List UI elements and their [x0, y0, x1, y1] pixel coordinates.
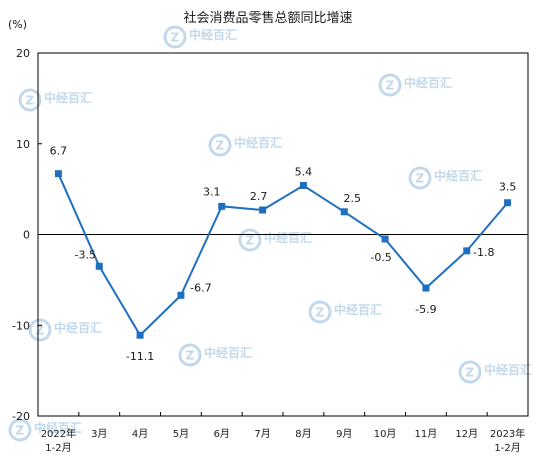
watermark-z-icon: Z — [466, 366, 475, 380]
x-tick-label: 5月 — [173, 428, 189, 440]
y-tick-label: -20 — [12, 410, 30, 423]
x-tick-label: 3月 — [91, 428, 107, 440]
x-tick-label: 11月 — [415, 428, 438, 440]
x-tick-label: 7月 — [254, 428, 270, 440]
data-label: -6.7 — [190, 281, 211, 294]
data-point — [177, 291, 185, 299]
data-label: 6.7 — [50, 145, 68, 158]
x-tick-label: 12月 — [455, 428, 478, 440]
watermark-z-icon: Z — [246, 234, 255, 248]
watermark-circle-icon — [28, 318, 52, 342]
data-point — [463, 247, 471, 255]
watermark-z-icon: Z — [36, 324, 45, 338]
data-point — [504, 199, 512, 207]
watermark-z-icon: Z — [186, 349, 195, 363]
y-tick-label: 0 — [23, 229, 30, 242]
data-label: -5.9 — [415, 303, 436, 316]
x-tick-label: 10月 — [374, 428, 397, 440]
watermark-text: 中经百汇 — [189, 27, 237, 42]
watermark-circle-icon — [238, 228, 262, 252]
x-tick-label: 8月 — [295, 428, 311, 440]
plot-area: 20 10 0 -10 -20 2022年 1-2月 3月 4月 5月 6月 7月 8月 9月 10月 11月… — [12, 47, 529, 454]
data-point — [422, 284, 430, 292]
data-point — [299, 181, 307, 189]
watermark-logo: Z 中经百汇 — [178, 343, 252, 367]
x-tick-label: 4月 — [132, 428, 148, 440]
data-label: -11.1 — [126, 350, 154, 363]
watermark-text: 中经百汇 — [434, 168, 482, 183]
watermark-text: 中经百汇 — [334, 302, 382, 317]
data-point — [218, 202, 226, 210]
watermark-circle-icon — [458, 360, 482, 384]
x-tick-label: 1-2月 — [45, 442, 71, 454]
watermark-z-icon: Z — [26, 94, 35, 108]
watermark-circle-icon — [163, 25, 187, 49]
x-tick-label: 2023年 — [490, 427, 525, 440]
watermark-logo: Z 中经百汇 — [163, 25, 237, 49]
watermark-text: 中经百汇 — [44, 90, 92, 105]
data-label: 2.7 — [250, 190, 268, 203]
series-line — [57, 173, 509, 337]
watermark-z-icon: Z — [316, 306, 325, 320]
watermark-logo: Z 中经百汇 — [308, 300, 382, 324]
watermark-circle-icon — [208, 133, 232, 157]
watermark-text: 中经百汇 — [404, 75, 452, 90]
data-point — [54, 170, 62, 178]
watermark-circle-icon — [18, 88, 42, 112]
watermark-text: 中经百汇 — [204, 345, 252, 360]
data-label: 3.5 — [499, 181, 517, 194]
watermark-layer: Z 中经百汇 Z 中经百汇 Z 中经百汇 Z 中经百汇 Z 中经百汇 Z 中经百汇 Z 中经百汇 Z 中经百汇… — [8, 25, 532, 442]
data-point — [381, 235, 389, 243]
x-tick-label: 9月 — [336, 428, 352, 440]
watermark-circle-icon — [408, 166, 432, 190]
watermark-circle-icon — [8, 418, 32, 442]
data-label: -0.5 — [370, 251, 391, 264]
watermark-logo: Z 中经百汇 — [208, 133, 282, 157]
y-tick-label: 20 — [16, 47, 30, 60]
watermark-logo: Z 中经百汇 — [408, 166, 482, 190]
x-tick-label: 1-2月 — [494, 442, 520, 454]
watermark-circle-icon — [378, 73, 402, 97]
watermark-logo: Z 中经百汇 — [18, 88, 92, 112]
data-label: 3.1 — [203, 185, 221, 198]
watermark-logo: Z 中经百汇 — [458, 360, 532, 384]
watermark-z-icon: Z — [16, 424, 25, 438]
x-tick-label: 2022年 — [41, 427, 76, 440]
watermark-logo: Z 中经百汇 — [28, 318, 102, 342]
data-point — [136, 331, 144, 339]
watermark-text: 中经百汇 — [34, 420, 82, 435]
watermark-text: 中经百汇 — [234, 135, 282, 150]
watermark-z-icon: Z — [386, 79, 395, 93]
data-point — [95, 262, 103, 270]
watermark-logo: Z 中经百汇 — [8, 418, 82, 442]
data-label: 5.4 — [295, 165, 313, 178]
y-tick-label: 10 — [16, 138, 30, 151]
data-label: -1.8 — [473, 246, 494, 259]
watermark-logo: Z 中经百汇 — [238, 228, 312, 252]
x-tick-label: 6月 — [214, 428, 230, 440]
watermark-circle-icon — [308, 300, 332, 324]
watermark-z-icon: Z — [216, 139, 225, 153]
data-label: -3.5 — [75, 248, 96, 261]
watermark-text: 中经百汇 — [54, 320, 102, 335]
data-label: 2.5 — [344, 192, 362, 205]
watermark-z-icon: Z — [416, 172, 425, 186]
watermark-logo: Z 中经百汇 — [378, 73, 452, 97]
data-point — [259, 206, 267, 214]
watermark-z-icon: Z — [171, 31, 180, 45]
watermark-text: 中经百汇 — [264, 230, 312, 245]
chart-title: 社会消费品零售总额同比增速 — [183, 10, 352, 26]
y-tick-label: -10 — [12, 319, 30, 332]
watermark-circle-icon — [178, 343, 202, 367]
data-point — [340, 208, 348, 216]
y-axis-unit: (%) — [8, 18, 27, 31]
watermark-text: 中经百汇 — [484, 362, 532, 377]
